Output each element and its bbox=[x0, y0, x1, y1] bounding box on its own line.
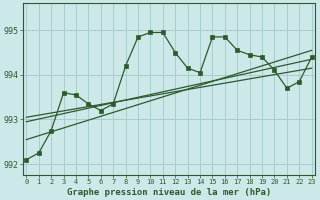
X-axis label: Graphe pression niveau de la mer (hPa): Graphe pression niveau de la mer (hPa) bbox=[67, 188, 271, 197]
